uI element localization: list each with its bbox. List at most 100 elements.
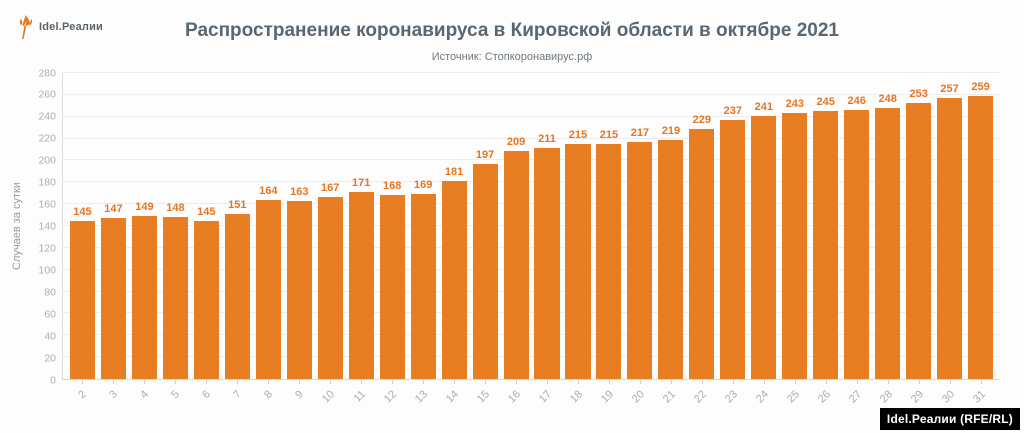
bar-value-label: 215: [599, 129, 619, 142]
bar-slot: 237: [717, 73, 748, 379]
x-slot: 31: [965, 380, 996, 422]
gridline: [63, 268, 1000, 270]
x-tick-mark: [670, 380, 672, 384]
bar-value-label: 253: [909, 87, 928, 100]
x-slot: 29: [903, 380, 934, 422]
gridline: [63, 72, 1000, 73]
bar: [596, 144, 622, 379]
bar-value-label: 171: [352, 177, 371, 190]
bar-slot: 164: [253, 73, 284, 379]
gridline: [63, 246, 1000, 248]
gridline: [63, 203, 1000, 205]
gridline: [63, 290, 1000, 292]
bar: [534, 148, 560, 379]
y-tick-label: 40: [44, 329, 56, 342]
chart-subtitle: Источник: Стопкоронавирус.рф: [431, 51, 593, 63]
x-tick-mark: [918, 380, 920, 384]
bar: [689, 128, 715, 379]
bar: [813, 111, 839, 379]
x-slot: 12: [376, 380, 407, 422]
bar: [503, 150, 529, 379]
bar-slot: 248: [872, 73, 903, 379]
x-slot: 22: [686, 380, 717, 422]
bar-value-label: 209: [506, 135, 526, 148]
y-tick-label: 60: [44, 307, 56, 320]
x-slot: 7: [221, 380, 252, 422]
bar-slot: 215: [563, 73, 594, 379]
bar-value-label: 219: [661, 124, 681, 137]
x-slot: 14: [438, 380, 469, 422]
attribution-badge: Idel.Реалии (RFE/RL): [879, 408, 1020, 430]
idel-torch-icon: [16, 14, 34, 40]
x-tick-mark: [794, 380, 796, 384]
bar-value-label: 163: [290, 185, 309, 198]
bar-slot: 253: [903, 73, 934, 379]
bar-value-label: 148: [166, 202, 185, 215]
y-tick-label: 100: [38, 264, 56, 277]
x-tick-mark: [515, 380, 517, 384]
x-tick-mark: [980, 380, 982, 384]
bar: [627, 141, 653, 379]
x-tick-label: 13: [413, 388, 431, 406]
bar-slot: 145: [191, 73, 222, 379]
bar-slot: 149: [129, 73, 160, 379]
y-tick-label: 120: [38, 242, 56, 255]
x-tick-label: 25: [785, 388, 803, 406]
bar: [937, 98, 963, 379]
x-tick-mark: [329, 380, 331, 384]
bar-value-label: 149: [135, 201, 154, 214]
bar-value-label: 164: [259, 184, 278, 197]
x-slot: 28: [872, 380, 903, 422]
x-slot: 3: [97, 380, 128, 422]
bar-slot: 209: [501, 73, 532, 379]
x-axis: 2 3 4 5 6 7 8 9 10 11 12 13 14 15 16 17 18 19 20 21 22 23 24 25…: [62, 380, 1000, 422]
bar-slot: 197: [470, 73, 501, 379]
bar: [751, 115, 777, 379]
gridline: [63, 159, 1000, 161]
x-tick-label: 7: [231, 388, 245, 402]
bar-slot: 246: [841, 73, 872, 379]
plot-area: 145 147 149 148 145 151 164 163 167 171 168 169 181 1…: [62, 72, 1000, 380]
y-tick-label: 240: [38, 110, 56, 123]
x-tick-label: 2: [76, 388, 90, 402]
y-tick-label: 220: [38, 132, 56, 145]
gridline: [63, 225, 1000, 226]
bar-slot: 215: [593, 73, 624, 379]
chart-title: Распространение коронавируса в Кировской…: [185, 20, 839, 41]
y-tick-label: 0: [50, 373, 56, 386]
x-tick-label: 31: [971, 388, 989, 406]
x-tick-label: 3: [107, 388, 121, 402]
x-slot: 25: [779, 380, 810, 422]
y-tick-label: 200: [38, 154, 56, 167]
bar-slot: 147: [98, 73, 129, 379]
bar-value-label: 257: [940, 83, 959, 96]
x-tick-label: 21: [661, 388, 679, 406]
x-tick-label: 24: [754, 388, 772, 406]
bar: [410, 194, 436, 379]
bar-value-label: 243: [785, 98, 804, 111]
bar: [193, 220, 219, 379]
bar-value-label: 259: [971, 80, 990, 93]
x-slot: 27: [841, 380, 872, 422]
x-slot: 11: [345, 380, 376, 422]
bar-value-label: 245: [816, 96, 835, 109]
x-tick-label: 28: [878, 388, 896, 406]
x-tick-label: 4: [138, 388, 152, 402]
x-slot: 18: [562, 380, 593, 422]
bar: [968, 95, 994, 379]
bar: [131, 216, 157, 379]
x-tick-mark: [546, 380, 548, 384]
x-slot: 21: [655, 380, 686, 422]
x-tick-mark: [453, 380, 455, 384]
x-tick-label: 15: [475, 388, 493, 406]
bar-value-label: 181: [444, 166, 464, 179]
bars: 145 147 149 148 145 151 164 163 167 171 168 169 181 1…: [63, 73, 1000, 379]
x-slot: 20: [624, 380, 655, 422]
bar-value-label: 167: [321, 181, 340, 194]
bar: [348, 192, 374, 379]
bar-slot: 167: [315, 73, 346, 379]
bar: [906, 102, 932, 379]
y-tick-label: 20: [44, 351, 56, 364]
bar: [100, 218, 126, 379]
